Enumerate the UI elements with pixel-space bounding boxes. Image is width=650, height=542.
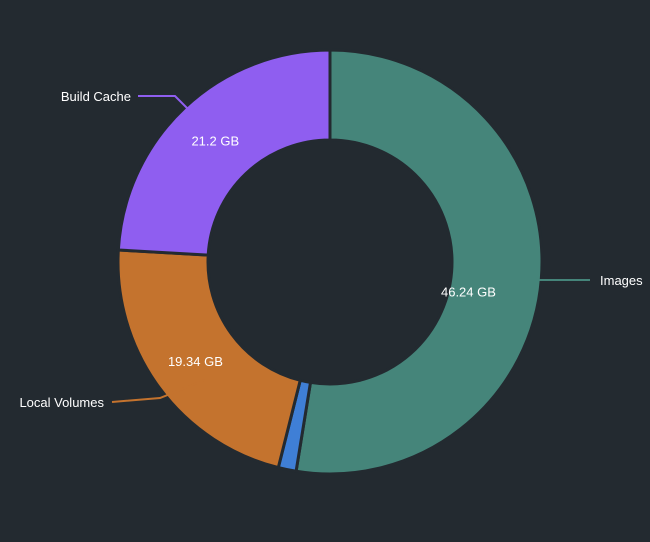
donut-slices (116, 48, 544, 476)
callout-line (138, 95, 196, 117)
callout-label: Local Volumes (19, 395, 104, 410)
donut-value-labels: 46.24 GB 19.34 GB 21.2 GB (168, 134, 496, 369)
slice-value-label: 21.2 GB (191, 134, 239, 149)
callout-label: Build Cache (61, 89, 131, 104)
donut-slice-build-cache[interactable] (116, 48, 332, 257)
callout-label: Images (600, 273, 643, 288)
donut-slice-local-volumes[interactable] (116, 248, 303, 470)
donut-slice-images[interactable] (294, 48, 544, 476)
donut-callouts: Images Local Volumes Build Cache (19, 89, 643, 410)
slice-value-label: 19.34 GB (168, 354, 223, 369)
callout-line (111, 379, 206, 403)
slice-value-label: 46.24 GB (441, 284, 496, 299)
